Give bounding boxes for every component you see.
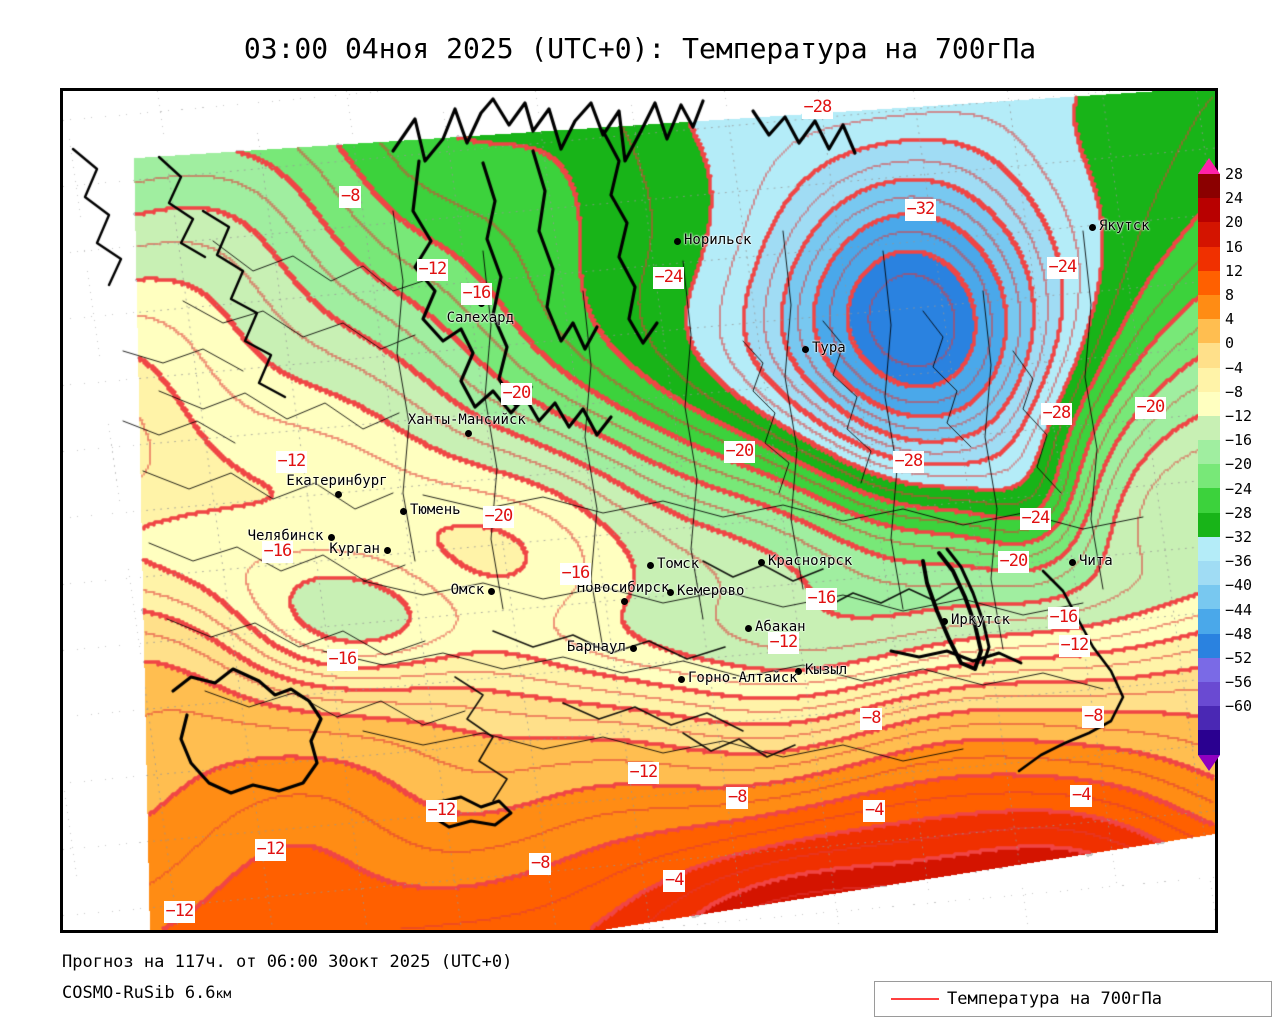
colorbar-cell [1198, 270, 1220, 295]
contour-label--4: −4 [663, 870, 686, 892]
legend-line-swatch [891, 998, 939, 1000]
colorbar-tick--60: −60 [1225, 697, 1253, 716]
contour-label--28: −28 [892, 451, 925, 473]
colorbar-cell [1198, 681, 1220, 707]
colorbar-cell [1198, 488, 1220, 513]
colorbar-cell [1198, 222, 1220, 247]
contour-label--12: −12 [627, 762, 660, 784]
contour-label--28: −28 [801, 97, 834, 119]
colorbar-cell [1198, 585, 1220, 610]
colorbar-cell [1198, 294, 1220, 320]
colorbar-cells [1198, 174, 1220, 755]
contour-label--8: −8 [860, 708, 883, 730]
colorbar-tick-8: 8 [1225, 286, 1235, 304]
colorbar-tick--48: −48 [1225, 624, 1253, 643]
colorbar-cell [1198, 730, 1220, 755]
legend-label: Температура на 700гПа [947, 989, 1162, 1009]
colorbar-cell [1198, 174, 1220, 199]
colorbar-cell [1198, 415, 1220, 441]
contour-label--12: −12 [416, 259, 449, 281]
colorbar-tick--24: −24 [1225, 479, 1253, 498]
colorbar-cell [1198, 367, 1220, 392]
contour-label--8: −8 [726, 787, 749, 809]
colorbar-cell [1198, 198, 1220, 223]
contour-label--4: −4 [1070, 785, 1093, 807]
contour-label--12: −12 [163, 901, 196, 923]
colorbar-cell [1198, 464, 1220, 489]
forecast-info-line: Прогноз на 117ч. от 06:00 30окт 2025 (UT… [62, 952, 513, 972]
contour-label--12: −12 [767, 632, 800, 654]
colorbar-cell [1198, 246, 1220, 271]
colorbar-cell [1198, 633, 1220, 658]
colorbar-cell [1198, 609, 1220, 634]
colorbar-cell [1198, 561, 1220, 586]
contour-label--8: −8 [529, 853, 552, 875]
colorbar-tick--12: −12 [1225, 407, 1253, 425]
contour-label--20: −20 [723, 441, 756, 463]
colorbar-tick--28: −28 [1225, 503, 1253, 522]
colorbar-cell [1198, 706, 1220, 731]
colorbar-over-arrow [1198, 158, 1220, 174]
colorbar-tick-20: 20 [1225, 213, 1244, 232]
colorbar-tick--8: −8 [1225, 382, 1244, 401]
colorbar-tick-12: 12 [1225, 261, 1244, 280]
colorbar-cell [1198, 512, 1220, 537]
colorbar-tick-24: 24 [1225, 189, 1244, 208]
contour-label--8: −8 [339, 186, 362, 208]
contour-label--20: −20 [482, 506, 515, 528]
colorbar-tick--52: −52 [1225, 649, 1253, 667]
colorbar-tick--56: −56 [1225, 673, 1253, 692]
colorbar-cell [1198, 343, 1220, 368]
legend-box: Температура на 700гПа [874, 981, 1272, 1017]
contour-label--8: −8 [1082, 706, 1105, 728]
colorbar-tick--32: −32 [1225, 528, 1253, 546]
colorbar-tick-16: 16 [1225, 237, 1244, 256]
model-info-line: COSMO-RuSib 6.6км [62, 983, 231, 1003]
contour-label--16: −16 [261, 541, 294, 563]
contour-label--12: −12 [425, 800, 458, 822]
contour-label--24: −24 [1046, 257, 1079, 279]
colorbar-tick--4: −4 [1225, 358, 1244, 377]
contour-label--12: −12 [1058, 635, 1091, 657]
contour-label--4: −4 [863, 800, 886, 822]
colorbar-cell [1198, 440, 1220, 465]
contour-label--16: −16 [460, 283, 493, 305]
contour-label--16: −16 [559, 563, 592, 585]
colorbar-tick-0: 0 [1225, 334, 1235, 353]
model-name: COSMO-RuSib 6.6 [62, 983, 216, 1003]
page-title: 03:00 04ноя 2025 (UTC+0): Температура на… [243, 32, 1037, 65]
contour-label--28: −28 [1040, 403, 1073, 425]
model-resolution-unit: км [215, 987, 232, 1002]
contour-label--20: −20 [997, 551, 1030, 573]
contour-label--12: −12 [275, 451, 308, 473]
colorbar-cell [1198, 391, 1220, 416]
colorbar-tick-28: 28 [1225, 165, 1244, 183]
contour-label--16: −16 [1047, 607, 1080, 629]
colorbar-tick--16: −16 [1225, 431, 1253, 450]
contour-label--20: −20 [1134, 397, 1167, 419]
contour-label--16: −16 [326, 649, 359, 671]
colorbar-tick--36: −36 [1225, 552, 1253, 571]
colorbar-under-arrow [1198, 754, 1220, 771]
contour-label--24: −24 [1019, 508, 1052, 530]
colorbar-tick--44: −44 [1225, 600, 1253, 619]
weather-map[interactable]: Норильск Якутск Салехард Тура Ханты-Мансийск… [60, 88, 1218, 933]
contour-label--24: −24 [652, 267, 685, 289]
colorbar-cell [1198, 657, 1220, 682]
contour-label--20: −20 [500, 383, 533, 405]
contour-label--16: −16 [805, 588, 838, 610]
contour-label--12: −12 [254, 839, 287, 861]
colorbar-cell [1198, 319, 1220, 344]
colorbar [1198, 158, 1220, 771]
colorbar-tick--40: −40 [1225, 576, 1253, 595]
colorbar-cell [1198, 536, 1220, 561]
contour-label--32: −32 [904, 199, 937, 221]
colorbar-tick-4: 4 [1225, 310, 1235, 329]
colorbar-tick--20: −20 [1225, 455, 1253, 474]
